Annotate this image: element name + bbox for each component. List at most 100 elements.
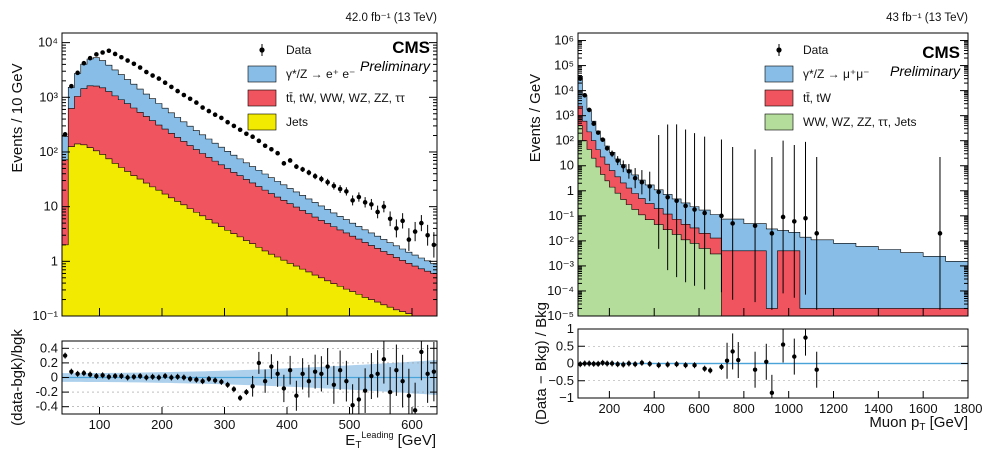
ratio-point — [412, 408, 418, 413]
ratio-point — [312, 369, 318, 374]
ratio-y-tick-label: 0 — [51, 370, 58, 385]
data-point — [181, 92, 187, 98]
data-point — [262, 143, 268, 149]
legend-label: Jets — [286, 115, 308, 129]
y-tick-label: 10 — [560, 158, 574, 173]
stack-jets — [62, 143, 437, 316]
lumi-label: 42.0 fb⁻¹ (13 TeV) — [345, 12, 437, 24]
ratio-point — [591, 361, 596, 367]
ratio-point — [362, 388, 368, 393]
ratio-point — [736, 357, 741, 363]
y-tick-label: 10 — [44, 199, 58, 214]
y-tick-label: 10⁻¹ — [32, 308, 58, 323]
ratio-point — [269, 364, 274, 369]
x-tick-label: 400 — [643, 401, 665, 416]
ratio-point — [281, 386, 287, 391]
ratio-point — [702, 366, 707, 371]
data-point — [752, 223, 758, 229]
data-point — [244, 131, 249, 137]
ratio-point — [287, 368, 293, 373]
data-point — [620, 164, 626, 169]
data-point — [187, 96, 193, 102]
ratio-point — [319, 371, 324, 377]
ratio-point — [769, 390, 775, 396]
data-point — [814, 231, 820, 236]
x-tick-label: 1000 — [774, 401, 803, 416]
data-point — [281, 161, 287, 166]
legend-swatch — [247, 89, 277, 107]
data-point — [287, 158, 293, 163]
ratio-point — [578, 361, 583, 367]
data-point — [719, 213, 724, 219]
data-point — [81, 60, 87, 66]
data-point — [119, 54, 124, 60]
ratio-point — [381, 357, 387, 362]
data-point — [125, 58, 130, 63]
xlabel-part: [GeV] — [393, 432, 436, 449]
data-point — [319, 176, 324, 182]
ratio-point — [331, 382, 337, 387]
data-point — [269, 146, 274, 152]
data-point — [595, 130, 601, 135]
ratio-point — [244, 389, 249, 395]
data-point — [87, 55, 93, 61]
legend-label: tt̄, tW — [803, 91, 832, 105]
main-plot-area — [578, 75, 968, 316]
ratio-point — [194, 377, 199, 382]
ratio-point — [665, 362, 670, 367]
x-tick-label: 800 — [733, 401, 755, 416]
x-tick-label: 500 — [339, 417, 361, 432]
ratio-point — [131, 374, 137, 379]
data-point — [312, 173, 318, 179]
data-point — [702, 210, 707, 216]
ratio-point — [262, 378, 268, 384]
ratio-point — [406, 393, 412, 398]
data-point — [780, 214, 786, 220]
data-point — [75, 70, 80, 76]
ratio-point — [632, 361, 638, 367]
data-point — [200, 105, 205, 110]
legend-swatch — [764, 65, 794, 83]
x-tick-label: 100 — [89, 417, 111, 432]
data-point — [69, 83, 74, 89]
data-point — [586, 107, 592, 113]
legend-swatch — [247, 113, 277, 131]
x-tick-label: 400 — [276, 417, 298, 432]
y-tick-label: 10⁻¹ — [548, 208, 574, 223]
ratio-point — [587, 361, 592, 366]
ratio-point — [692, 363, 697, 368]
ratio-point — [792, 354, 797, 359]
x-tick-label: 200 — [151, 417, 173, 432]
x-axis-label: Muon pT [GeV] — [869, 414, 968, 433]
legend-label: WW, WZ, ZZ, ττ, Jets — [803, 115, 916, 129]
y-tick-label: 1 — [567, 183, 574, 198]
y-tick-label: 10² — [39, 144, 58, 159]
data-point — [131, 61, 137, 67]
data-point — [362, 200, 368, 205]
data-point — [381, 204, 387, 209]
ratio-point — [752, 367, 758, 372]
y-tick-label: 10² — [555, 133, 574, 148]
ratio-point — [156, 375, 162, 380]
data-point — [400, 218, 405, 224]
ratio-point — [803, 335, 808, 340]
ratio-point — [674, 361, 679, 367]
ratio-point — [181, 375, 187, 380]
ratio-point — [325, 364, 330, 369]
data-point — [344, 189, 349, 194]
preliminary-label: Preliminary — [360, 58, 431, 74]
data-point — [144, 69, 149, 75]
ratio-point — [144, 375, 149, 380]
data-point — [419, 220, 424, 226]
ratio-point — [69, 369, 74, 374]
ratio-point — [200, 378, 205, 384]
legend-data-marker — [259, 47, 265, 53]
data-point — [112, 51, 118, 57]
y-tick-label: 10³ — [555, 108, 574, 123]
ratio-point — [425, 371, 430, 377]
ratio-point — [719, 364, 724, 370]
ratio-y-tick-label: 0.4 — [40, 340, 58, 355]
main-plot-area — [62, 48, 437, 316]
legend-label: tt̄, tW, WW, WZ, ZZ, ττ — [286, 91, 405, 105]
cms-label: CMS — [392, 38, 430, 57]
